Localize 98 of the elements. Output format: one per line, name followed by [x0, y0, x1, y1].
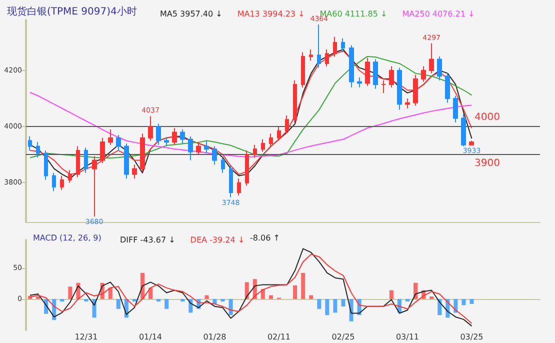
chart-title: 现货白银(TPME 9097)4小时 [7, 6, 137, 18]
candlestick [413, 74, 418, 106]
bar [309, 295, 314, 299]
candlestick [36, 142, 40, 158]
x-tick-label: 01/28 [203, 332, 226, 342]
candlestick [405, 98, 410, 109]
bar [430, 296, 434, 299]
candlestick [261, 138, 265, 152]
bar [470, 298, 474, 304]
x-tick-label: 03/25 [460, 332, 484, 342]
bar [60, 298, 64, 302]
candlestick [453, 95, 458, 123]
candlestick [52, 172, 56, 192]
candlestick [317, 24, 321, 68]
text: MA250 4076.21 ↓ [402, 10, 475, 18]
bar [204, 295, 209, 299]
bar [116, 298, 120, 309]
candlestick [461, 113, 466, 147]
bar [389, 290, 394, 299]
candlestick [437, 56, 442, 81]
x-tick-label: 02/11 [267, 332, 291, 342]
candlestick [357, 77, 362, 88]
x-tick-label: 12/31 [74, 332, 98, 342]
bar [325, 298, 330, 316]
candlestick [28, 136, 32, 151]
candlestick [253, 144, 257, 158]
candlestick [349, 44, 354, 88]
candlestick [148, 116, 153, 142]
candlestick [469, 140, 474, 146]
candlestick [44, 150, 48, 180]
bar [260, 289, 265, 299]
bar [293, 285, 298, 299]
bar [220, 298, 225, 302]
candlestick [421, 66, 426, 82]
text: MA5 3957.40 ↓ [160, 10, 222, 18]
candlestick [172, 128, 177, 146]
candlestick [301, 52, 305, 88]
candlestick [285, 114, 289, 134]
candlestick [341, 38, 345, 53]
bar [84, 298, 88, 302]
bar [317, 298, 322, 309]
text: MA13 3994.23 ↓ [237, 10, 305, 18]
bar [405, 298, 410, 302]
candlestick [188, 136, 193, 161]
candlestick [381, 80, 386, 94]
bar [438, 298, 442, 316]
candlestick [309, 48, 313, 62]
candlestick [100, 137, 105, 164]
bar [68, 286, 72, 299]
bar [132, 298, 136, 302]
candlestick [156, 123, 161, 146]
bar [414, 282, 418, 299]
candlestick [164, 137, 169, 147]
bar [462, 298, 466, 306]
candlestick [229, 165, 233, 198]
bar [341, 298, 346, 306]
candlestick [277, 126, 281, 142]
annotation: -8.06 ↑ [250, 234, 280, 242]
candlestick [212, 146, 217, 165]
candlestick [124, 142, 129, 180]
candlestick [132, 164, 137, 180]
candlestick [373, 58, 378, 90]
candlestick [269, 133, 273, 147]
bar [268, 295, 273, 299]
text: DEA -39.24 ↓ [190, 236, 245, 244]
candlestick [389, 66, 394, 88]
bar [164, 298, 169, 309]
candlestick [108, 128, 113, 146]
chart-title: MACD (12, 26, 9) [33, 234, 102, 242]
candlestick [140, 133, 145, 172]
candlestick [293, 80, 297, 123]
candlestick [397, 67, 402, 110]
candlestick [365, 57, 370, 86]
candlestick [237, 178, 241, 196]
bar [180, 298, 185, 302]
candlestick [116, 134, 121, 151]
candlestick [221, 156, 225, 174]
x-tick-label: 02/25 [332, 332, 355, 342]
candlestick [196, 142, 201, 156]
ref-line-label: 3900 [474, 158, 500, 170]
candlestick [180, 128, 185, 144]
bar [301, 272, 306, 299]
candlestick [204, 140, 209, 154]
bar [156, 298, 161, 302]
x-tick-label: 03/11 [396, 332, 420, 342]
bar [228, 298, 233, 316]
bar [244, 282, 249, 299]
bar [108, 288, 112, 299]
candlestick [429, 42, 434, 74]
ref-line-label: 4000 [474, 112, 500, 124]
candlestick [60, 175, 64, 190]
bar [148, 288, 152, 299]
candlestick [84, 147, 88, 174]
bar [333, 298, 338, 313]
x-tick-label: 01/14 [138, 332, 162, 342]
text: DIFF -43.67 ↓ [120, 236, 176, 244]
candlestick [445, 72, 450, 104]
bar [36, 296, 40, 299]
